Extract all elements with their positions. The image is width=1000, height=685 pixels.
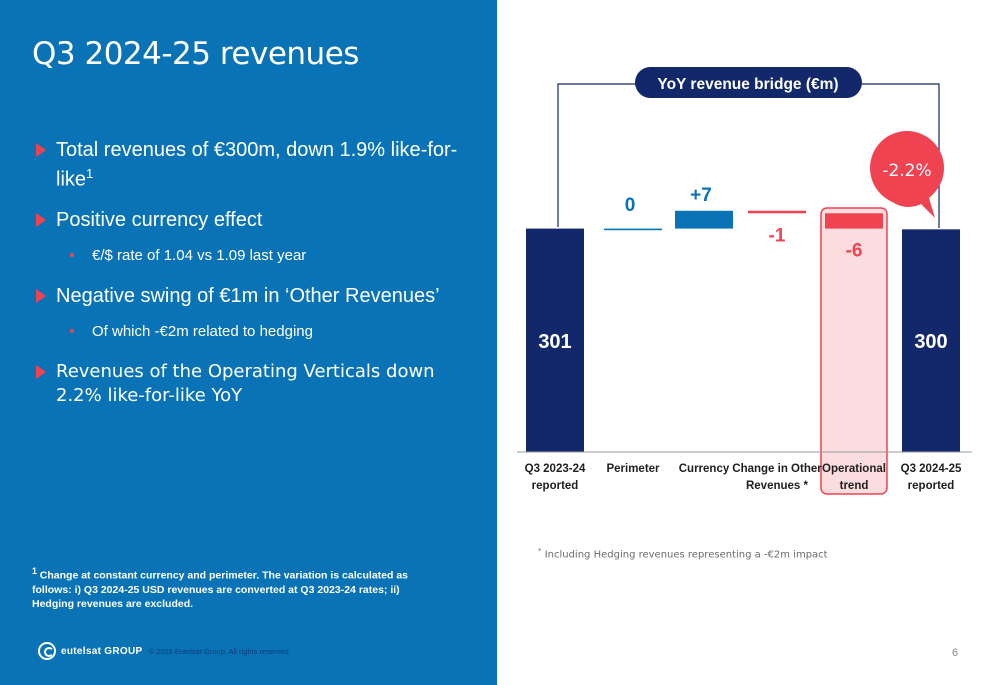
bullet-text: Total revenues of €300m, down 1.9% like-…	[56, 139, 458, 191]
bullet-text: Revenues of the Operating Verticals down…	[56, 360, 435, 406]
bar-q3-2024-25	[902, 229, 960, 452]
category-label: Revenues *	[746, 480, 809, 492]
bar-q3-2023-24	[526, 228, 584, 452]
category-label: trend	[840, 480, 869, 492]
bar-value-label: -6	[846, 241, 863, 262]
footnote-marker: 1	[86, 166, 94, 181]
footnote-number: 1	[32, 566, 37, 576]
chart-title: YoY revenue bridge (€m)	[657, 76, 838, 93]
bar-value-label: -1	[769, 225, 786, 246]
dot-bullet-icon	[70, 252, 74, 257]
copyright: © 2025 Eutelsat Group. All rights reserv…	[148, 646, 291, 656]
triangle-bullet-icon	[36, 212, 46, 227]
bullet-operating-verticals: Revenues of the Operating Verticals down…	[34, 360, 484, 408]
category-label: Currency	[679, 463, 730, 475]
sub-bullet-text: Of which -€2m related to hedging	[92, 322, 313, 340]
category-label: reported	[532, 480, 579, 492]
bar-value-label: +7	[690, 185, 712, 206]
category-label: Q3 2023-24	[525, 463, 586, 475]
left-panel: Q3 2024-25 revenues Total revenues of €3…	[0, 0, 497, 685]
chart-note-text: Including Hedging revenues representing …	[544, 549, 828, 561]
company-logo: eutelsat GROUP © 2025 Eutelsat Group. Al…	[38, 642, 291, 660]
triangle-bullet-icon	[36, 288, 46, 303]
bullet-text: Positive currency effect	[56, 208, 263, 231]
sub-bullet-rate: €/$ rate of 1.04 vs 1.09 last year	[34, 246, 484, 266]
sub-bullet-hedging: Of which -€2m related to hedging	[34, 322, 484, 342]
bar-perimeter	[604, 228, 662, 231]
bullet-total-revenues: Total revenues of €300m, down 1.9% like-…	[34, 138, 484, 192]
category-label: Operational	[822, 463, 886, 475]
eutelsat-logo-icon	[38, 642, 56, 660]
footnote: 1 Change at constant currency and perime…	[32, 564, 432, 611]
revenue-bridge-chart: YoY revenue bridge (€m) -2.2% 301 0 +7 -1 -6 30…	[517, 67, 972, 495]
bar-change-in-other-revenues	[748, 210, 806, 214]
footnote-text: Change at constant currency and perimete…	[32, 569, 409, 610]
category-label: Change in Other	[732, 463, 822, 475]
bar-value-label: 0	[625, 195, 636, 216]
bar-value-label: 301	[538, 331, 571, 353]
bar-operational-trend	[825, 213, 883, 229]
triangle-bullet-icon	[36, 364, 46, 379]
bar-currency	[675, 210, 733, 229]
bullet-text: Negative swing of €1m in ‘Other Revenues…	[56, 284, 440, 307]
bullet-list: Total revenues of €300m, down 1.9% like-…	[34, 138, 484, 424]
triangle-bullet-icon	[36, 143, 46, 157]
category-label: reported	[908, 480, 955, 492]
bullet-currency-effect: Positive currency effect	[34, 208, 484, 232]
logo-text: eutelsat GROUP	[61, 645, 143, 657]
category-label: Perimeter	[606, 463, 660, 475]
chart-title-pill	[635, 67, 862, 98]
slide-title: Q3 2024-25 revenues	[32, 36, 359, 72]
operational-trend-highlight	[820, 207, 888, 495]
chart-note-marker: *	[538, 547, 542, 555]
callout-label: -2.2%	[882, 161, 931, 181]
dot-bullet-icon	[70, 328, 74, 333]
bar-value-label: 300	[914, 331, 947, 353]
chart-note: * Including Hedging revenues representin…	[538, 547, 828, 560]
category-label: Q3 2024-25	[901, 463, 962, 475]
sub-bullet-text: €/$ rate of 1.04 vs 1.09 last year	[92, 246, 307, 264]
page-number: 6	[952, 647, 959, 659]
bullet-other-revenues: Negative swing of €1m in ‘Other Revenues…	[34, 284, 484, 308]
callout-bubble	[870, 131, 944, 205]
title-frame-left	[557, 83, 637, 227]
